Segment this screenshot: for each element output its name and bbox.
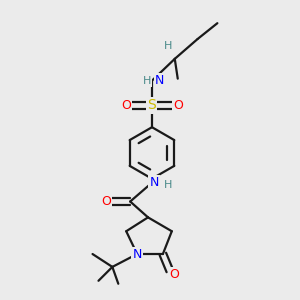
Text: H: H [164, 180, 172, 190]
Text: S: S [148, 98, 156, 112]
Text: N: N [155, 74, 165, 87]
Text: O: O [169, 268, 179, 281]
Text: H: H [164, 41, 172, 51]
Text: O: O [101, 195, 111, 208]
Text: N: N [149, 176, 159, 189]
Text: O: O [121, 99, 131, 112]
Text: O: O [173, 99, 183, 112]
Text: H: H [143, 76, 151, 85]
Text: N: N [132, 248, 142, 260]
